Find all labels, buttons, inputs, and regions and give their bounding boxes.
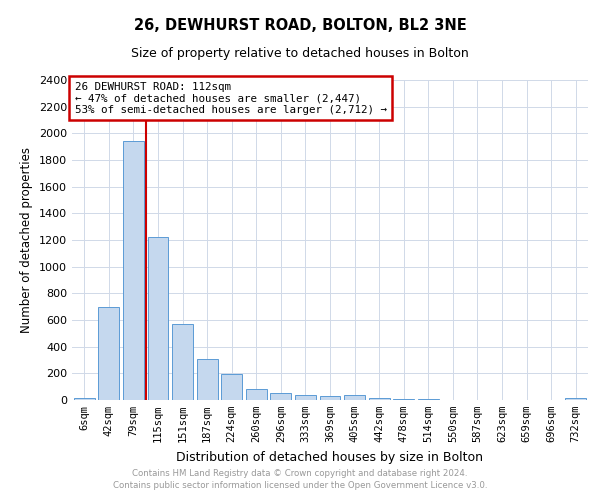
Bar xyxy=(393,398,414,400)
Bar xyxy=(123,142,144,400)
Bar xyxy=(172,324,193,400)
Bar xyxy=(74,398,95,400)
Text: 26 DEWHURST ROAD: 112sqm
← 47% of detached houses are smaller (2,447)
53% of sem: 26 DEWHURST ROAD: 112sqm ← 47% of detach… xyxy=(74,82,386,115)
Bar xyxy=(295,396,316,400)
Bar xyxy=(565,398,586,400)
Text: Contains HM Land Registry data © Crown copyright and database right 2024.
Contai: Contains HM Land Registry data © Crown c… xyxy=(113,468,487,490)
Bar xyxy=(98,306,119,400)
Bar xyxy=(368,398,389,400)
Bar xyxy=(148,238,169,400)
Bar xyxy=(197,360,218,400)
Y-axis label: Number of detached properties: Number of detached properties xyxy=(20,147,34,333)
Bar xyxy=(320,396,340,400)
Text: Size of property relative to detached houses in Bolton: Size of property relative to detached ho… xyxy=(131,48,469,60)
Bar xyxy=(344,396,365,400)
Bar xyxy=(246,389,267,400)
Bar xyxy=(221,374,242,400)
Bar xyxy=(271,394,292,400)
Text: 26, DEWHURST ROAD, BOLTON, BL2 3NE: 26, DEWHURST ROAD, BOLTON, BL2 3NE xyxy=(134,18,466,32)
X-axis label: Distribution of detached houses by size in Bolton: Distribution of detached houses by size … xyxy=(176,450,484,464)
